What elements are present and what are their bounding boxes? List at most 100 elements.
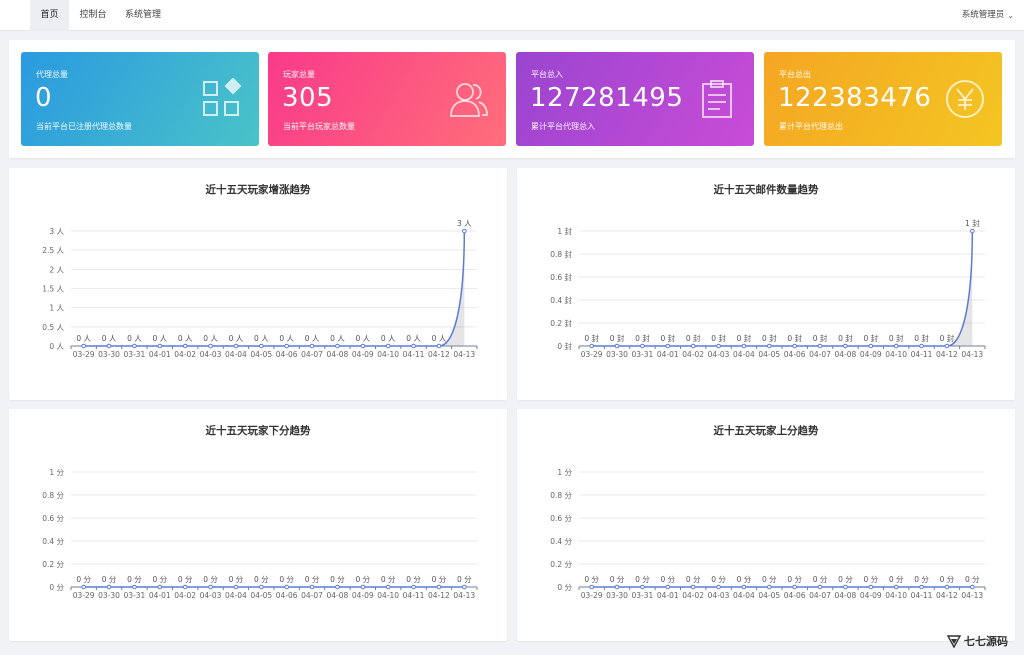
- data-point: [157, 343, 163, 349]
- data-point: [970, 228, 975, 234]
- x-tick-label: 03-29: [581, 350, 603, 359]
- y-tick-label: 0.6 分: [550, 514, 572, 523]
- x-tick-label: 04-03: [200, 591, 222, 600]
- data-label: 0 人: [229, 334, 244, 343]
- y-tick-label: 0 人: [49, 342, 64, 351]
- data-label: 0 分: [254, 575, 269, 584]
- data-point: [843, 343, 848, 349]
- data-label: 1 封: [965, 218, 980, 228]
- data-point: [259, 343, 264, 349]
- card-value: 127281495: [530, 83, 684, 113]
- x-tick-label: 04-11: [403, 350, 425, 359]
- card-description: 累计平台代理总入: [531, 122, 595, 131]
- x-tick-label: 04-03: [708, 591, 730, 600]
- x-tick-label: 04-12: [936, 350, 958, 359]
- data-point: [182, 343, 188, 349]
- data-point: [893, 584, 899, 590]
- mail-count-chart: 近十五天邮件数量趋势 0 封 0.2 封 0.4 封 0.6 封 0.8 封 1 封 03-…: [517, 168, 1015, 400]
- x-tick-label: 04-12: [428, 591, 450, 600]
- data-label: 0 分: [381, 575, 396, 584]
- data-point: [182, 584, 188, 590]
- data-point: [919, 343, 924, 349]
- data-point: [335, 584, 340, 590]
- y-tick-label: 0.4 分: [550, 537, 572, 546]
- data-point: [360, 584, 366, 590]
- data-label: 0 封: [711, 333, 726, 343]
- data-point: [843, 584, 848, 590]
- data-point: [436, 343, 442, 349]
- x-tick-label: 04-05: [250, 591, 272, 600]
- agent-total-card: 代理总量 0 当前平台已注册代理总数量: [21, 52, 259, 146]
- data-label: 0 分: [889, 575, 904, 584]
- card-description: 累计平台代理总出: [779, 122, 843, 131]
- data-point: [309, 343, 315, 349]
- tab-home[interactable]: 首页: [30, 0, 69, 31]
- y-tick-label: 0.2 分: [42, 560, 64, 569]
- user-menu[interactable]: 系统管理员 ⌄: [962, 0, 1014, 31]
- data-label: 0 分: [152, 575, 167, 584]
- data-label: 0 人: [203, 334, 218, 343]
- x-tick-label: 04-05: [758, 350, 780, 359]
- data-label: 0 人: [254, 334, 269, 343]
- data-point: [716, 343, 721, 349]
- data-label: 0 封: [787, 333, 802, 343]
- data-label: 0 封: [660, 333, 675, 343]
- data-point: [893, 343, 899, 349]
- x-tick-label: 04-07: [301, 350, 323, 359]
- data-label: 0 分: [178, 575, 193, 584]
- y-tick-label: 0.6 封: [550, 272, 572, 282]
- chart-title: 近十五天玩家下分趋势: [205, 425, 311, 437]
- data-label: 0 分: [203, 575, 218, 584]
- card-value: 305: [282, 83, 334, 113]
- data-label: 0 封: [737, 333, 752, 343]
- x-tick-label: 03-29: [73, 591, 95, 600]
- y-tick-label: 0.6 分: [42, 514, 64, 523]
- platform-income-card: 平台总入 127281495 累计平台代理总入: [516, 52, 754, 146]
- data-label: 0 封: [686, 333, 701, 343]
- data-point: [665, 584, 671, 590]
- tab-system-management[interactable]: 系统管理: [124, 10, 161, 20]
- series-line: [591, 230, 974, 347]
- data-label: 0 人: [102, 334, 117, 343]
- data-label: 0 封: [813, 333, 828, 343]
- data-label: 3 人: [457, 219, 472, 228]
- x-tick-label: 03-30: [606, 591, 628, 600]
- data-point: [665, 343, 671, 349]
- data-point: [640, 584, 645, 590]
- chart-canvas: 0 分 0.2 分 0.4 分 0.6 分 0.8 分 1 分 03-29 03-30 03-3…: [550, 468, 986, 600]
- data-point: [919, 584, 924, 590]
- y-tick-label: 1 分: [49, 468, 64, 477]
- x-tick-label: 04-02: [682, 591, 704, 600]
- x-tick-label: 04-05: [758, 591, 780, 600]
- y-tick-label: 0.2 分: [550, 560, 572, 569]
- clipboard-icon: [702, 80, 732, 118]
- card-label: 平台总出: [779, 70, 811, 79]
- data-point: [716, 584, 721, 590]
- card-label: 代理总量: [36, 70, 68, 79]
- data-point: [284, 343, 289, 349]
- data-point: [132, 343, 137, 349]
- data-point: [614, 343, 620, 349]
- data-point: [462, 584, 467, 590]
- data-point: [385, 343, 391, 349]
- data-label: 0 分: [76, 575, 91, 584]
- card-description: 当前平台已注册代理总数量: [36, 122, 132, 131]
- data-point: [309, 584, 315, 590]
- y-tick-label: 1 人: [49, 304, 64, 313]
- player-deposit-chart: 近十五天玩家上分趋势 0 分 0.2 分 0.4 分 0.6 分 0.8 分 1 分 03-…: [517, 409, 1015, 641]
- data-label: 0 分: [965, 575, 980, 584]
- y-tick-label: 0 分: [557, 583, 572, 592]
- data-label: 0 封: [762, 333, 777, 343]
- data-point: [106, 584, 112, 590]
- y-tick-label: 0.8 封: [550, 249, 572, 259]
- data-label: 0 分: [355, 575, 370, 584]
- chart-canvas: 0 分 0.2 分 0.4 分 0.6 分 0.8 分 1 分 03-29 03-30 03-3…: [42, 468, 478, 600]
- watermark-text: 七七源码: [964, 635, 1008, 648]
- x-tick-label: 04-09: [352, 591, 374, 600]
- data-point: [589, 584, 594, 590]
- x-tick-label: 03-30: [98, 350, 120, 359]
- x-tick-label: 04-13: [961, 591, 983, 600]
- data-label: 0 人: [355, 334, 370, 343]
- tab-console[interactable]: 控制台: [79, 10, 107, 20]
- data-point: [411, 343, 416, 349]
